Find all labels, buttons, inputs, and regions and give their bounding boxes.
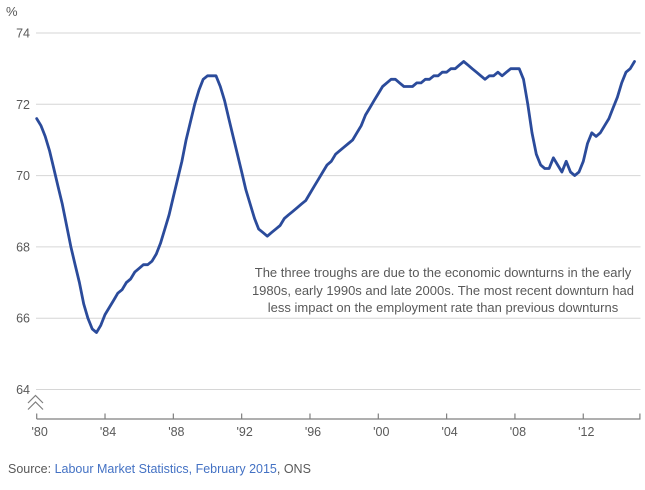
y-tick-label: 70 [16, 169, 30, 183]
annotation-line-2: 1980s, early 1990s and late 2000s. The m… [251, 282, 635, 298]
y-tick-label: 74 [16, 27, 30, 41]
x-tick-label: '80 [32, 425, 48, 439]
y-axis-unit-label: % [6, 4, 18, 19]
annotation-line-1: The three troughs are due to the economi… [254, 265, 632, 280]
x-tick-label: '96 [305, 425, 321, 439]
x-tick-label: '00 [373, 425, 389, 439]
annotation-line-3: less impact on the employment rate than … [267, 300, 619, 315]
source-line: Source: Labour Market Statistics, Februa… [8, 462, 311, 476]
axis-break-icon [27, 401, 44, 410]
source-suffix: , ONS [276, 462, 311, 476]
x-tick-label: '88 [168, 425, 184, 439]
employment-rate-series-line [35, 60, 636, 334]
x-tick-label: '08 [510, 425, 526, 439]
y-tick-label: 66 [16, 312, 30, 326]
x-tick-label: '84 [100, 425, 116, 439]
x-tick-label: '12 [578, 425, 594, 439]
x-tick-label: '92 [237, 425, 253, 439]
x-tick-label: '04 [441, 425, 457, 439]
y-tick-label: 72 [16, 98, 30, 112]
source-label: Source: [8, 462, 55, 476]
source-link[interactable]: Labour Market Statistics, February 2015 [54, 462, 277, 476]
chart-annotation: The three troughs are due to the economi… [233, 264, 645, 317]
y-tick-label: 64 [16, 383, 30, 397]
axis-break-icon [27, 394, 44, 404]
y-tick-label: 68 [16, 240, 30, 254]
